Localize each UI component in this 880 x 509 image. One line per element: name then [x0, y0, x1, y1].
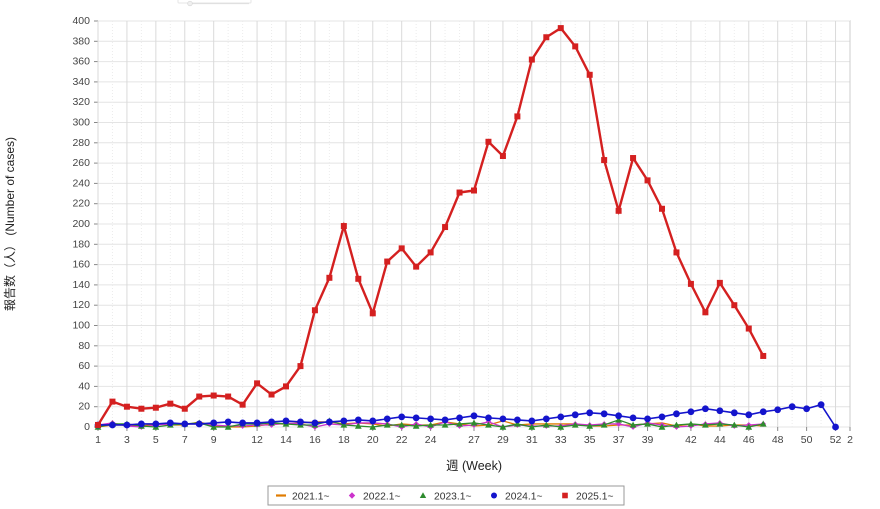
svg-text:3: 3: [124, 434, 130, 446]
svg-text:29: 29: [497, 434, 509, 446]
svg-text:400: 400: [72, 15, 90, 27]
svg-text:320: 320: [72, 96, 90, 108]
svg-text:5: 5: [153, 434, 159, 446]
svg-text:44: 44: [714, 434, 726, 446]
svg-text:14: 14: [280, 434, 292, 446]
svg-text:39: 39: [642, 434, 654, 446]
svg-text:52: 52: [830, 434, 842, 446]
svg-text:280: 280: [72, 137, 90, 149]
svg-text:2024.1~: 2024.1~: [505, 491, 543, 502]
svg-text:380: 380: [72, 35, 90, 47]
svg-text:16: 16: [309, 434, 321, 446]
svg-text:週 (Week): 週 (Week): [446, 459, 502, 473]
svg-text:24: 24: [425, 434, 437, 446]
svg-text:80: 80: [78, 340, 90, 352]
svg-text:40: 40: [78, 380, 90, 392]
svg-text:260: 260: [72, 157, 90, 169]
svg-text:12: 12: [251, 434, 263, 446]
svg-text:9: 9: [211, 434, 217, 446]
svg-text:160: 160: [72, 259, 90, 271]
svg-text:360: 360: [72, 56, 90, 68]
svg-text:2025.1~: 2025.1~: [576, 491, 614, 502]
svg-text:31: 31: [526, 434, 538, 446]
svg-text:46: 46: [743, 434, 755, 446]
svg-text:340: 340: [72, 76, 90, 88]
svg-text:42: 42: [685, 434, 697, 446]
svg-text:140: 140: [72, 279, 90, 291]
svg-text:2: 2: [847, 434, 853, 446]
svg-text:18: 18: [338, 434, 350, 446]
svg-text:100: 100: [72, 320, 90, 332]
svg-text:0: 0: [84, 421, 90, 433]
svg-text:2023.1~: 2023.1~: [434, 491, 472, 502]
svg-text:35: 35: [584, 434, 596, 446]
svg-text:22: 22: [396, 434, 408, 446]
svg-text:20: 20: [78, 401, 90, 413]
svg-text:2021.1~: 2021.1~: [292, 491, 330, 502]
svg-text:180: 180: [72, 238, 90, 250]
svg-text:1: 1: [95, 434, 101, 446]
svg-text:300: 300: [72, 117, 90, 129]
svg-text:120: 120: [72, 299, 90, 311]
svg-text:7: 7: [182, 434, 188, 446]
svg-text:20: 20: [367, 434, 379, 446]
svg-text:33: 33: [555, 434, 567, 446]
svg-text:200: 200: [72, 218, 90, 230]
svg-text:60: 60: [78, 360, 90, 372]
svg-text:48: 48: [772, 434, 784, 446]
svg-text:240: 240: [72, 177, 90, 189]
svg-text:報告数（人） (Number of cases): 報告数（人） (Number of cases): [2, 137, 17, 311]
svg-text:2022.1~: 2022.1~: [363, 491, 401, 502]
svg-text:50: 50: [801, 434, 813, 446]
svg-text:220: 220: [72, 198, 90, 210]
svg-text:27: 27: [468, 434, 480, 446]
svg-text:37: 37: [613, 434, 625, 446]
